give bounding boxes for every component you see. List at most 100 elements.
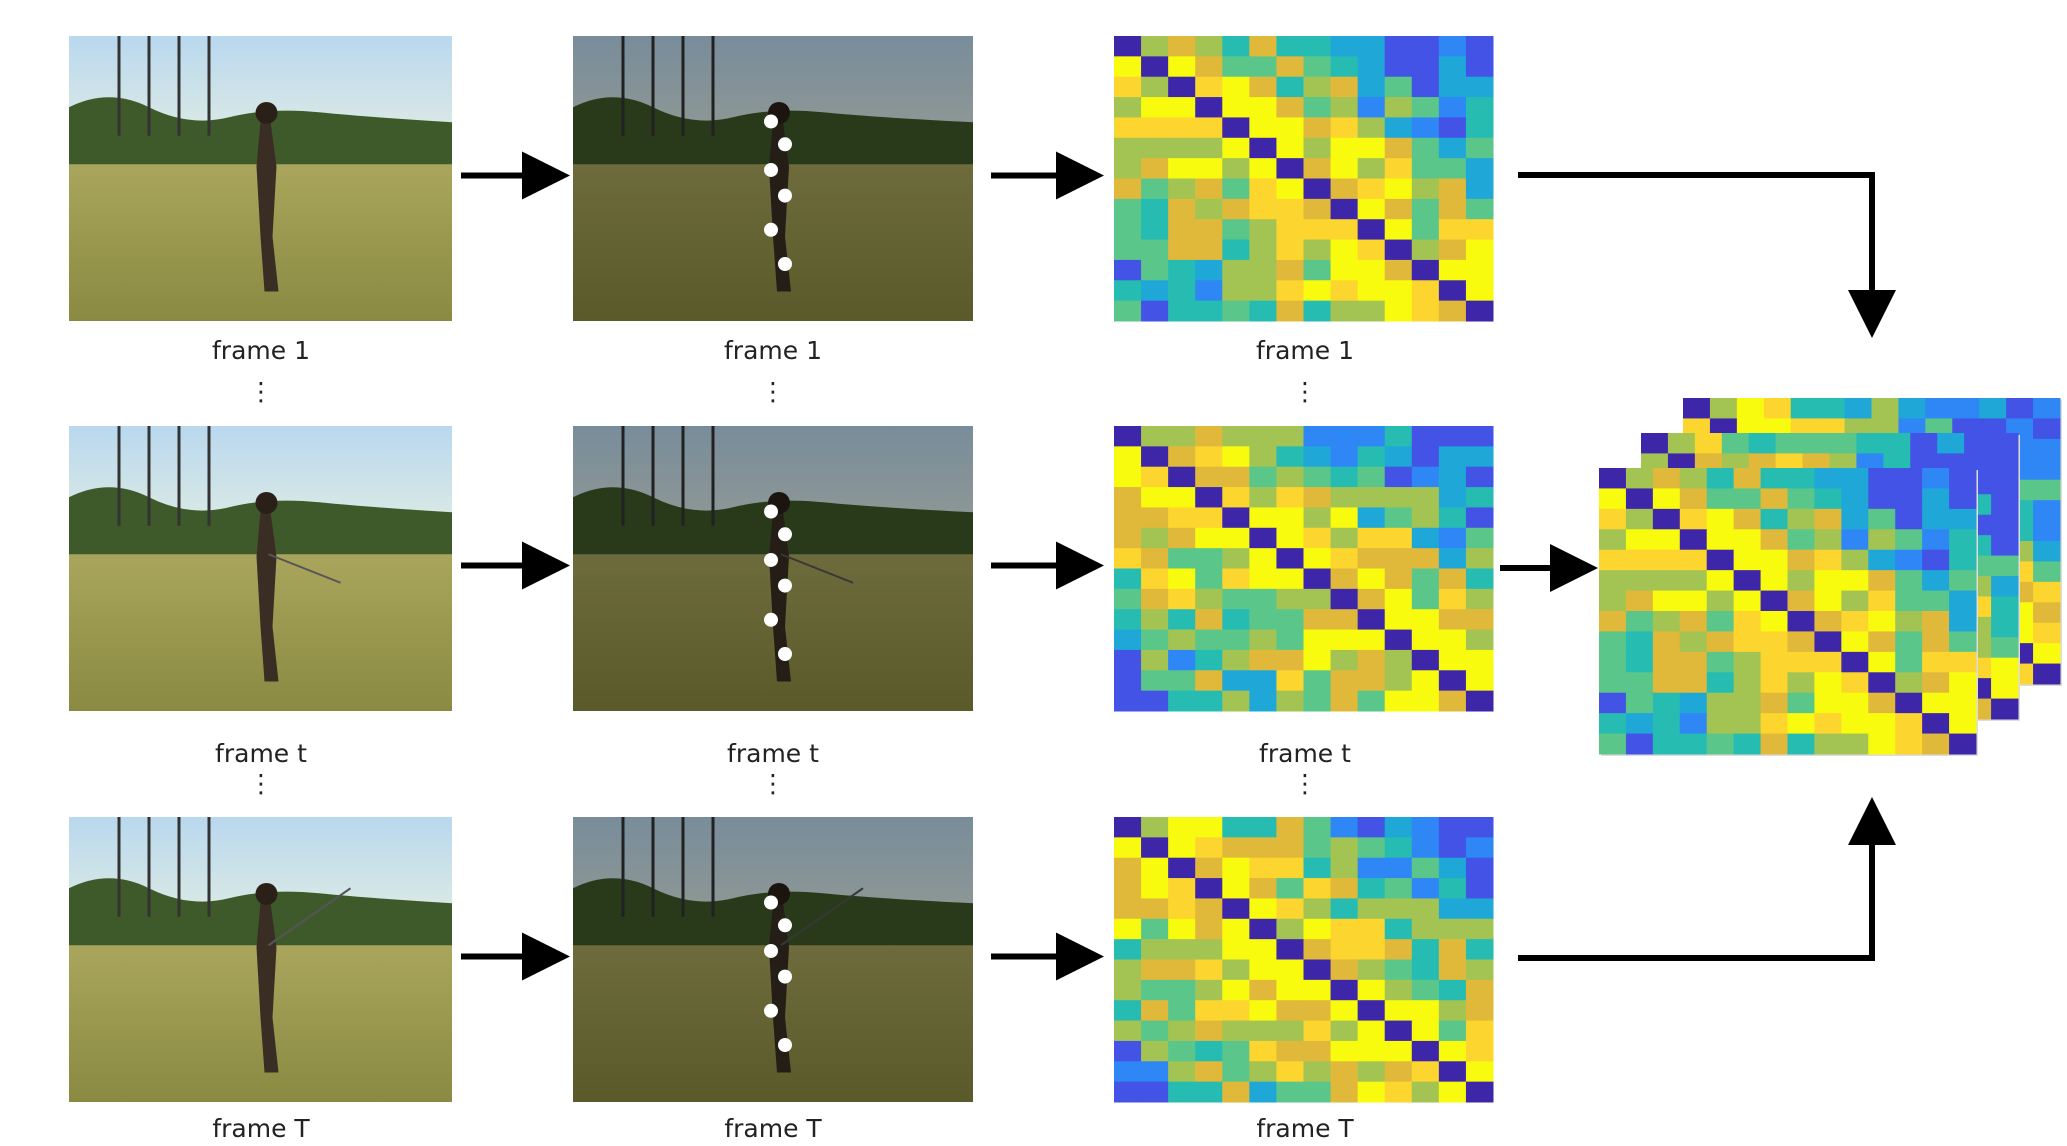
heatmap-cell <box>1304 1082 1332 1103</box>
heatmap-cell <box>1276 1000 1304 1021</box>
heatmap-cell <box>1114 858 1142 879</box>
heatmap-cell <box>1276 691 1304 712</box>
heatmap-cell <box>1949 529 1976 550</box>
heatmap-cell <box>1439 919 1467 940</box>
heatmap-cell <box>1114 528 1142 549</box>
heatmap-cell <box>1168 1000 1196 1021</box>
heatmap-cell <box>1249 1000 1277 1021</box>
heatmap-cell <box>1304 240 1332 261</box>
heatmap-cell <box>1141 77 1169 98</box>
heatmap-cell <box>1358 179 1386 200</box>
heatmap-cell <box>1358 939 1386 960</box>
heatmap-cell <box>1141 179 1169 200</box>
heatmap-cell <box>1358 980 1386 1001</box>
heatmap-cell <box>1358 919 1386 940</box>
heatmap-cell <box>1599 734 1626 755</box>
photo-shade <box>573 817 973 1102</box>
heatmap-cell <box>1304 980 1332 1001</box>
heatmap-cell <box>1841 591 1868 612</box>
heatmap-cell <box>1761 591 1788 612</box>
heatmap-cell <box>1599 550 1626 571</box>
heatmap-cell <box>1304 1021 1332 1042</box>
heatmap-cell <box>1141 569 1169 590</box>
heatmap-cell <box>1276 1061 1304 1082</box>
heatmap-cell <box>1141 548 1169 569</box>
heatmap-cell <box>1114 260 1142 281</box>
frame-label: frame t <box>727 739 819 768</box>
keypoint <box>778 970 792 984</box>
heatmap-cell <box>1304 609 1332 630</box>
heatmap-cell <box>1276 97 1304 118</box>
heatmap-cell <box>1626 631 1653 652</box>
ellipsis: ⋮ <box>1293 769 1318 798</box>
heatmap-cell <box>1734 468 1761 489</box>
heatmap-cell <box>1331 280 1359 301</box>
heatmap-cell <box>1331 980 1359 1001</box>
heatmap-cell <box>1722 433 1749 454</box>
heatmap-cell <box>1439 56 1467 77</box>
heatmap-cell <box>1385 817 1413 838</box>
heatmap-cell <box>1466 1041 1494 1062</box>
heatmap-cell <box>1331 199 1359 220</box>
heatmap-cell <box>1991 535 2018 556</box>
heatmap-cell <box>1439 199 1467 220</box>
heatmap-cell <box>1466 939 1494 960</box>
heatmap-cell <box>1599 713 1626 734</box>
heatmap-cell <box>1949 591 1976 612</box>
heatmap-cell <box>1195 179 1223 200</box>
heatmap-cell <box>1195 117 1223 138</box>
heatmap-cell <box>1841 529 1868 550</box>
keypoint <box>778 1038 792 1052</box>
heatmap-cell <box>1249 97 1277 118</box>
heatmap-cell <box>1814 570 1841 591</box>
heatmap-cell <box>1439 240 1467 261</box>
photo-head <box>256 102 278 124</box>
heatmap-cell <box>1868 468 1895 489</box>
keypoint <box>764 223 778 237</box>
heatmap-cell <box>1680 734 1707 755</box>
heatmap-cell <box>1249 158 1277 179</box>
heatmap-cell <box>1761 672 1788 693</box>
heatmap-cell <box>1168 97 1196 118</box>
heatmap-cell <box>1304 199 1332 220</box>
heatmap-cell <box>1114 817 1142 838</box>
heatmap-cell <box>1249 650 1277 671</box>
frame-label: frame t <box>1259 739 1351 768</box>
heatmap-cell <box>1168 138 1196 159</box>
heatmap-cell <box>1276 1021 1304 1042</box>
heatmap-cell <box>1952 398 1979 419</box>
heatmap-cell <box>1276 77 1304 98</box>
heatmap-cell <box>1195 528 1223 549</box>
heatmap-cell <box>1304 97 1332 118</box>
heatmap-cell <box>1222 97 1250 118</box>
heatmap-cell <box>1249 280 1277 301</box>
heatmap-cell <box>1304 179 1332 200</box>
heatmap-cell <box>1734 734 1761 755</box>
heatmap-cell <box>1949 693 1976 714</box>
heatmap-cell <box>1141 1082 1169 1103</box>
heatmap-cell <box>1922 509 1949 530</box>
heatmap-cell <box>1304 878 1332 899</box>
heatmap-cell <box>1304 260 1332 281</box>
heatmap-cell <box>1195 97 1223 118</box>
heatmap-cell <box>1195 467 1223 488</box>
heatmap-cell <box>1439 650 1467 671</box>
heatmap-cell <box>1114 1021 1142 1042</box>
heatmap-cell <box>1114 691 1142 712</box>
heatmap-cell <box>1276 219 1304 240</box>
heatmap-cell <box>1195 980 1223 1001</box>
heatmap-cell <box>1412 117 1440 138</box>
heatmap-cell <box>1195 650 1223 671</box>
heatmap-cell <box>1466 1082 1494 1103</box>
heatmap-cell <box>1114 589 1142 610</box>
heatmap-cell <box>1412 528 1440 549</box>
heatmap-cell <box>1385 301 1413 322</box>
heatmap-cell <box>2033 623 2060 644</box>
heatmap-cell <box>1141 670 1169 691</box>
photo-shade <box>573 36 973 321</box>
heatmap-cell <box>1412 77 1440 98</box>
heatmap-cell <box>1949 488 1976 509</box>
heatmap-cell <box>1168 589 1196 610</box>
heatmap-cell <box>1168 817 1196 838</box>
heatmap-cell <box>1222 77 1250 98</box>
